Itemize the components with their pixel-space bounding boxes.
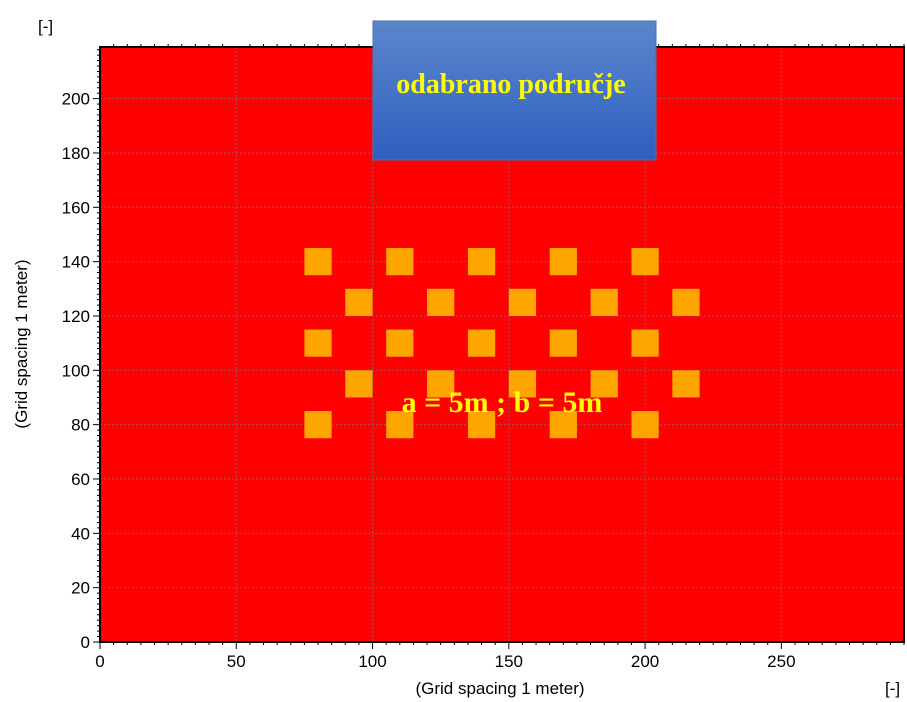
area-label-box: odabrano područje [372, 20, 657, 161]
x-tick-label: 150 [495, 652, 523, 671]
highlighted-cells [304, 248, 700, 439]
y-tick-label: 0 [81, 633, 90, 652]
highlighted-cell [631, 411, 659, 439]
y-tick-label: 20 [71, 579, 90, 598]
highlighted-cell [304, 329, 332, 357]
x-tick-label: 50 [227, 652, 246, 671]
highlighted-cell [467, 329, 496, 357]
x-axis-unit-label: [-] [885, 679, 900, 698]
x-tick-label: 200 [631, 652, 659, 671]
highlighted-cell [508, 288, 537, 316]
y-tick-label: 100 [62, 361, 90, 380]
highlighted-cell [304, 411, 332, 439]
highlighted-cell [549, 248, 577, 276]
y-tick-label: 200 [62, 90, 90, 109]
highlighted-cell [590, 288, 618, 316]
highlighted-cell [508, 370, 537, 398]
y-axis-unit-label: [-] [38, 17, 53, 36]
highlighted-cell [549, 411, 577, 439]
x-axis-title: (Grid spacing 1 meter) [415, 679, 584, 698]
y-tick-label: 160 [62, 198, 90, 217]
highlighted-cell [345, 370, 373, 398]
x-tick-label: 0 [95, 652, 104, 671]
tick-labels: 0 50 100 150 200 250 0 20 40 60 80 100 120 140 160 180 2… [62, 90, 796, 671]
x-tick-label: 250 [767, 652, 795, 671]
y-tick-label: 120 [62, 307, 90, 326]
highlighted-cell [427, 370, 455, 398]
highlighted-cell [631, 329, 659, 357]
y-axis-title: (Grid spacing 1 meter) [12, 259, 31, 428]
highlighted-cell [672, 370, 700, 398]
highlighted-cell [549, 329, 577, 357]
x-tick-label: 100 [358, 652, 386, 671]
highlighted-cell [386, 248, 414, 276]
highlighted-cell [345, 288, 373, 316]
highlighted-cell [386, 329, 414, 357]
grid-lines [100, 47, 904, 642]
spacing-annotation: a = 5m ; b = 5m [402, 386, 603, 419]
y-tick-label: 140 [62, 253, 90, 272]
highlighted-cell [672, 288, 700, 316]
area-label-background [372, 20, 657, 161]
y-tick-label: 180 [62, 144, 90, 163]
y-tick-label: 60 [71, 470, 90, 489]
highlighted-cell [304, 248, 332, 276]
highlighted-cell [427, 288, 455, 316]
highlighted-cell [467, 411, 496, 439]
area-label-text: odabrano područje [396, 69, 625, 100]
highlighted-cell [631, 248, 659, 276]
y-tick-label: 40 [71, 524, 90, 543]
highlighted-cell [467, 248, 496, 276]
highlighted-cell [386, 411, 414, 439]
y-tick-label: 80 [71, 416, 90, 435]
highlighted-cell [590, 370, 618, 398]
